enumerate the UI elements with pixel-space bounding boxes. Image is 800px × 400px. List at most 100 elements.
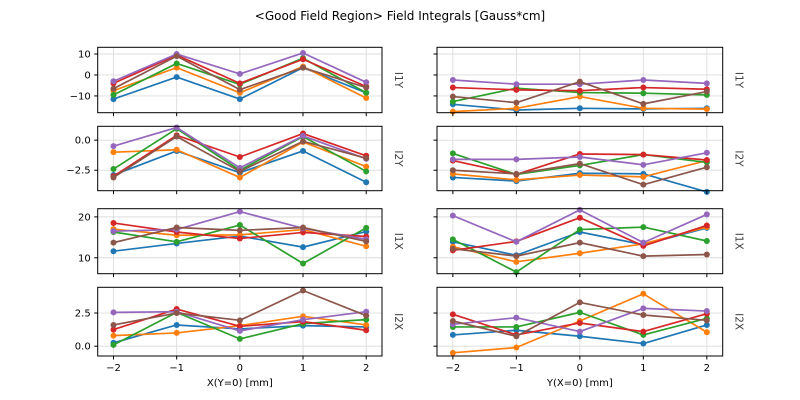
- data-point: [110, 228, 117, 235]
- data-point: [513, 238, 520, 245]
- data-point: [640, 105, 647, 112]
- data-point: [513, 105, 520, 112]
- row-label-I2X: I2X: [392, 313, 404, 330]
- data-point: [363, 95, 370, 102]
- data-point: [576, 328, 583, 335]
- subplot-I1X-col0: 20 10 I1X: [78, 208, 404, 278]
- data-point: [640, 224, 647, 231]
- data-point: [513, 81, 520, 88]
- y-tick-label: 0.0: [75, 136, 91, 147]
- data-point: [576, 105, 583, 112]
- data-point: [703, 317, 710, 324]
- data-point: [703, 251, 710, 258]
- data-point: [449, 331, 456, 338]
- y-tick-label: 10: [78, 50, 91, 61]
- data-point: [640, 151, 647, 158]
- data-point: [173, 124, 180, 131]
- data-point: [236, 86, 243, 93]
- data-point: [640, 290, 647, 297]
- data-point: [576, 319, 583, 326]
- data-point: [513, 156, 520, 163]
- data-point: [110, 239, 117, 246]
- data-point: [110, 78, 117, 85]
- data-point: [640, 90, 647, 97]
- x-tick-label: 2: [363, 363, 369, 374]
- data-point: [576, 172, 583, 179]
- subplot-I1Y-col1: I1Y: [433, 46, 745, 117]
- data-point: [640, 173, 647, 180]
- data-point: [513, 86, 520, 93]
- data-point: [173, 310, 180, 317]
- x-tick-label: 2: [704, 363, 710, 374]
- data-point: [110, 91, 117, 98]
- y-tick-label: −2.5: [66, 166, 90, 177]
- data-point: [576, 226, 583, 233]
- data-point: [640, 239, 647, 246]
- data-point: [110, 149, 117, 156]
- data-point: [363, 179, 370, 186]
- data-point: [449, 156, 456, 163]
- data-point: [576, 206, 583, 213]
- data-point: [513, 170, 520, 177]
- data-point: [236, 323, 243, 330]
- data-point: [640, 253, 647, 260]
- data-point: [703, 321, 710, 328]
- data-point: [173, 64, 180, 71]
- data-point: [703, 164, 710, 171]
- data-point: [449, 245, 456, 252]
- data-point: [110, 321, 117, 328]
- x-tick-label: −1: [169, 363, 184, 374]
- data-point: [110, 332, 117, 339]
- data-point: [449, 93, 456, 100]
- data-point: [703, 88, 710, 95]
- data-point: [640, 181, 647, 188]
- data-point: [363, 89, 370, 96]
- data-point: [300, 224, 307, 231]
- data-point: [703, 106, 710, 113]
- subplot-I1Y-col0: 10 0 −10 I1Y: [70, 46, 404, 117]
- data-point: [449, 77, 456, 83]
- data-point: [640, 77, 647, 83]
- data-point: [703, 149, 710, 156]
- y-tick-label: 20: [78, 212, 91, 223]
- y-tick-label: 2.5: [75, 309, 91, 320]
- data-point: [110, 326, 117, 333]
- data-point: [449, 317, 456, 324]
- data-point: [513, 333, 520, 340]
- x-tick-label: 0: [237, 363, 243, 374]
- data-point: [173, 146, 180, 153]
- data-point: [300, 244, 307, 251]
- data-point: [576, 160, 583, 167]
- data-point: [513, 258, 520, 265]
- data-point: [703, 329, 710, 336]
- chart-title: <Good Field Region> Field Integrals [Gau…: [254, 9, 546, 23]
- data-point: [236, 335, 243, 342]
- data-point: [640, 84, 647, 91]
- data-point: [703, 80, 710, 87]
- data-point: [576, 153, 583, 160]
- data-point: [576, 239, 583, 246]
- data-point: [576, 309, 583, 316]
- data-point: [576, 78, 583, 85]
- y-tick-label: 0.0: [75, 342, 91, 353]
- data-point: [236, 70, 243, 77]
- data-point: [300, 138, 307, 145]
- data-point: [236, 235, 243, 242]
- data-point: [110, 341, 117, 348]
- data-point: [576, 250, 583, 257]
- data-point: [449, 212, 456, 219]
- data-point: [640, 100, 647, 107]
- data-point: [236, 96, 243, 103]
- data-point: [300, 56, 307, 63]
- data-point: [363, 155, 370, 162]
- data-point: [640, 312, 647, 319]
- data-point: [236, 80, 243, 87]
- x-tick-label: 1: [300, 363, 306, 374]
- data-point: [236, 153, 243, 160]
- y-tick-label: −10: [70, 91, 91, 102]
- data-point: [300, 316, 307, 323]
- data-point: [449, 84, 456, 91]
- row-label-I1Y: I1Y: [733, 72, 745, 89]
- x-tick-label: 1: [640, 363, 646, 374]
